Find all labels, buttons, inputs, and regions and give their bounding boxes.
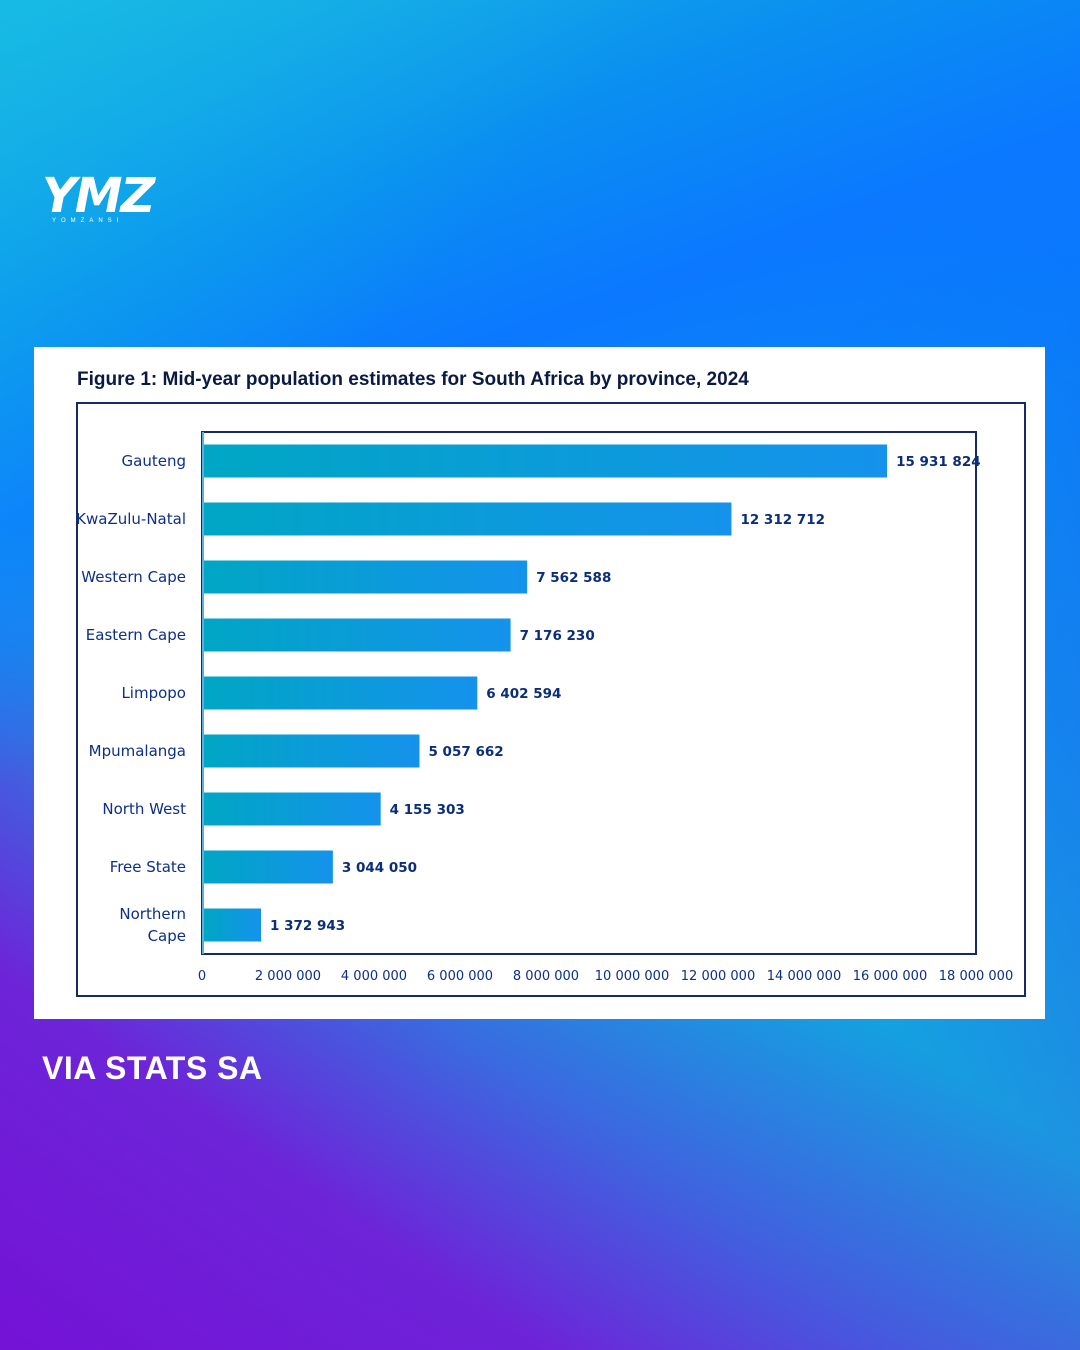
x-tick-label: 6 000 000 [427, 969, 493, 984]
value-label: 1 372 943 [270, 918, 345, 934]
category-label: Cape [148, 927, 186, 945]
value-label: 5 057 662 [428, 744, 503, 760]
bar-mpumalanga [204, 734, 420, 768]
bar-gauteng [204, 444, 888, 478]
value-label: 12 312 712 [740, 512, 825, 528]
value-label: 3 044 050 [342, 860, 417, 876]
value-label: 15 931 824 [896, 454, 981, 470]
x-tick-label: 16 000 000 [853, 969, 927, 984]
source-credit: VIA STATS SA [42, 1050, 263, 1086]
chart-card: Figure 1: Mid-year population estimates … [34, 347, 1045, 1019]
category-label: North West [102, 800, 186, 818]
x-tick-label: 0 [198, 969, 206, 984]
chart-title: Figure 1: Mid-year population estimates … [77, 369, 749, 390]
x-tick-label: 14 000 000 [767, 969, 841, 984]
x-tick-label: 8 000 000 [513, 969, 579, 984]
chart-frame [76, 402, 1026, 997]
x-tick-label: 12 000 000 [681, 969, 755, 984]
value-label: 7 176 230 [520, 628, 595, 644]
x-tick-label: 10 000 000 [595, 969, 669, 984]
logo-subtext: YOMZANSI [52, 218, 124, 224]
category-label: Limpopo [121, 684, 186, 702]
bar-eastern-cape [204, 618, 511, 652]
bar-northern-cape [204, 908, 262, 942]
value-label: 4 155 303 [390, 802, 465, 818]
value-label: 6 402 594 [486, 686, 561, 702]
value-label: 7 562 588 [536, 570, 611, 586]
category-label: Gauteng [122, 452, 186, 470]
bar-chart: 15 931 824 Gauteng 12 312 712 KwaZulu-Natal… [76, 431, 1013, 984]
bar-kwazulu-natal [204, 502, 732, 536]
logo-text: YMZ [42, 168, 155, 224]
category-label: Mpumalanga [89, 742, 186, 760]
x-tick-label: 18 000 000 [939, 969, 1013, 984]
bar-limpopo [204, 676, 478, 710]
bar-free-state [204, 850, 333, 884]
x-tick-label: 4 000 000 [341, 969, 407, 984]
x-tick-label: 2 000 000 [255, 969, 321, 984]
category-label: KwaZulu-Natal [76, 510, 186, 528]
category-label: Northern [119, 905, 186, 923]
bar-western-cape [204, 560, 528, 594]
category-label: Free State [110, 858, 186, 876]
category-label: Western Cape [81, 568, 186, 586]
bar-north-west [204, 792, 381, 826]
brand-logo: YMZ YOMZANSI [42, 168, 155, 224]
category-label: Eastern Cape [86, 626, 186, 644]
